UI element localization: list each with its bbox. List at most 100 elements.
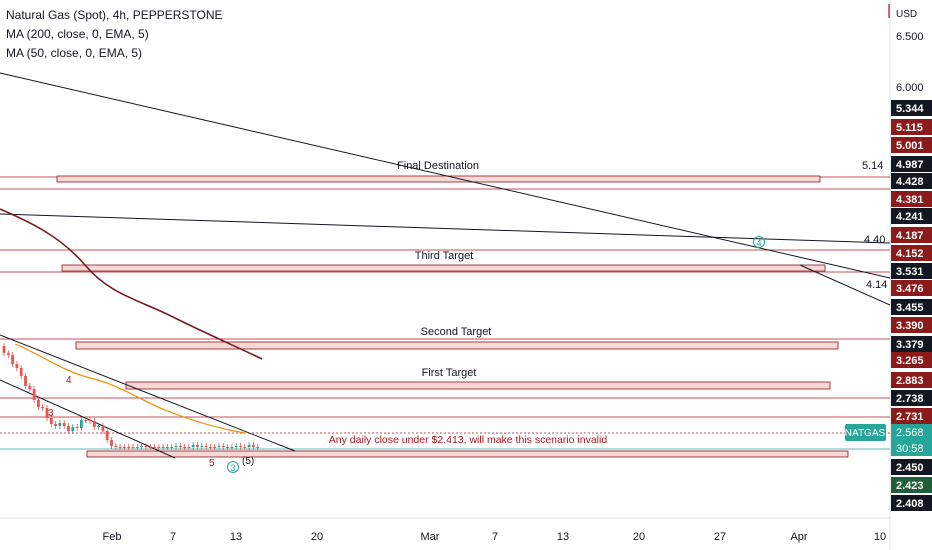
candle-body	[170, 447, 174, 448]
price-label-5.001: 5.001	[896, 140, 924, 152]
candle-body	[37, 400, 40, 407]
price-label-3.476: 3.476	[896, 283, 924, 295]
candle-body	[161, 447, 165, 448]
price-label-4.428: 4.428	[896, 176, 924, 188]
candle-body	[118, 447, 122, 448]
price-label-4.187: 4.187	[896, 230, 924, 242]
currency-label: USD	[896, 9, 917, 20]
ma50-line	[14, 343, 246, 434]
zone-third-target	[61, 264, 826, 272]
candle-body	[92, 421, 96, 427]
candle-body	[204, 446, 208, 447]
price-label-5.344: 5.344	[896, 103, 924, 115]
candle-body	[54, 424, 57, 426]
candle-body	[217, 446, 221, 447]
trendline-label-440: 4.40	[864, 234, 885, 246]
candle-body	[221, 446, 225, 447]
price-label-bg	[891, 100, 932, 116]
symbol-tag-text: NATGAS	[845, 428, 886, 439]
price-label-bg	[891, 191, 932, 207]
target-zones[interactable]	[56, 175, 849, 458]
x-tick-Mar: Mar	[421, 531, 440, 543]
price-label-2.738: 2.738	[896, 393, 924, 405]
candle-body	[71, 427, 75, 431]
zone-invalidation	[86, 450, 849, 458]
candle-body	[209, 447, 212, 448]
price-label-bg	[891, 495, 932, 511]
candle-body	[243, 447, 247, 448]
support-resistance-lines	[0, 176, 890, 450]
legend-ma200[interactable]: MA (200, close, 0, EMA, 5)	[6, 27, 149, 41]
price-label-bg	[891, 299, 932, 315]
wave-label-5: 5	[209, 458, 215, 469]
x-tick-7: 7	[170, 531, 176, 543]
price-label-bg	[891, 372, 932, 388]
wave-circle-4	[753, 236, 765, 248]
price-axis-labels: 5.344 5.115 5.001 4.987 4.428 4.381 4.241 4.187…	[891, 100, 932, 511]
candle-body	[19, 368, 23, 376]
last-price-tag	[891, 424, 932, 456]
price-label-bg	[891, 317, 932, 333]
wave-label-4-left: 4	[66, 375, 72, 386]
price-label-2.731: 2.731	[896, 411, 924, 423]
x-axis: Feb 7 13 20 Mar 7 13 20 27 Apr 10	[103, 531, 887, 543]
zone-label-first-target: First Target	[422, 367, 477, 379]
price-label-bg	[891, 336, 932, 352]
candle-body	[239, 446, 242, 447]
x-tick-13: 13	[557, 531, 569, 543]
legend-title[interactable]: Natural Gas (Spot), 4h, PEPPERSTONE	[6, 8, 223, 22]
symbol-tag	[845, 424, 886, 441]
candle-body	[97, 426, 100, 427]
price-label-2.423: 2.423	[896, 480, 924, 492]
candle-body	[200, 446, 204, 447]
zone-second-target	[75, 341, 839, 350]
candle-body	[183, 447, 186, 448]
x-tick-20: 20	[633, 531, 645, 543]
candle-body	[131, 447, 135, 448]
x-tick-13: 13	[230, 531, 242, 543]
candle-body	[88, 420, 92, 421]
candle-body	[41, 407, 45, 408]
candle-body	[105, 431, 109, 440]
zone-price-third-target: 4.14	[866, 279, 887, 291]
candle-body	[230, 447, 234, 448]
zone-label-final-destination: Final Destination	[397, 160, 479, 172]
price-label-bg	[891, 245, 932, 261]
price-label-5.115: 5.115	[896, 122, 923, 134]
wave-circle-3	[227, 461, 239, 473]
candle-body	[24, 376, 27, 386]
price-label-3.455: 3.455	[896, 302, 924, 314]
candlesticks	[2, 343, 260, 450]
candle-body	[6, 353, 10, 355]
price-label-bg	[891, 459, 932, 475]
price-label-4.241: 4.241	[896, 211, 924, 223]
candle-body	[226, 447, 229, 448]
candle-body	[11, 355, 14, 364]
candle-body	[148, 447, 152, 448]
candle-body	[75, 427, 79, 428]
price-label-2.408: 2.408	[896, 498, 924, 510]
price-label-4.152: 4.152	[896, 248, 924, 260]
candle-body	[2, 346, 6, 353]
candle-body	[187, 447, 191, 448]
candle-body	[110, 440, 113, 446]
zone-first-target	[125, 381, 831, 390]
candle-body	[191, 445, 195, 447]
price-label-bg	[891, 390, 932, 406]
candle-body	[84, 420, 88, 421]
x-tick-20: 20	[311, 531, 323, 543]
x-tick-7: 7	[492, 531, 498, 543]
wave-label-paren-5: (5)	[242, 456, 254, 467]
legend-ma50[interactable]: MA (50, close, 0, EMA, 5)	[6, 46, 143, 60]
price-label-3.265: 3.265	[896, 355, 924, 367]
wave-label-circled-4: 4	[756, 238, 761, 248]
y-tick-6500: 6.500	[896, 31, 924, 43]
chart-legend: Natural Gas (Spot), 4h, PEPPERSTONE MA (…	[6, 6, 223, 63]
candle-body	[28, 386, 32, 389]
price-label-3.531: 3.531	[896, 266, 924, 278]
price-label-bg	[891, 280, 932, 296]
trendlines[interactable]	[0, 72, 891, 459]
candle-body	[247, 445, 251, 447]
last-price-value: 2.568	[896, 427, 924, 439]
